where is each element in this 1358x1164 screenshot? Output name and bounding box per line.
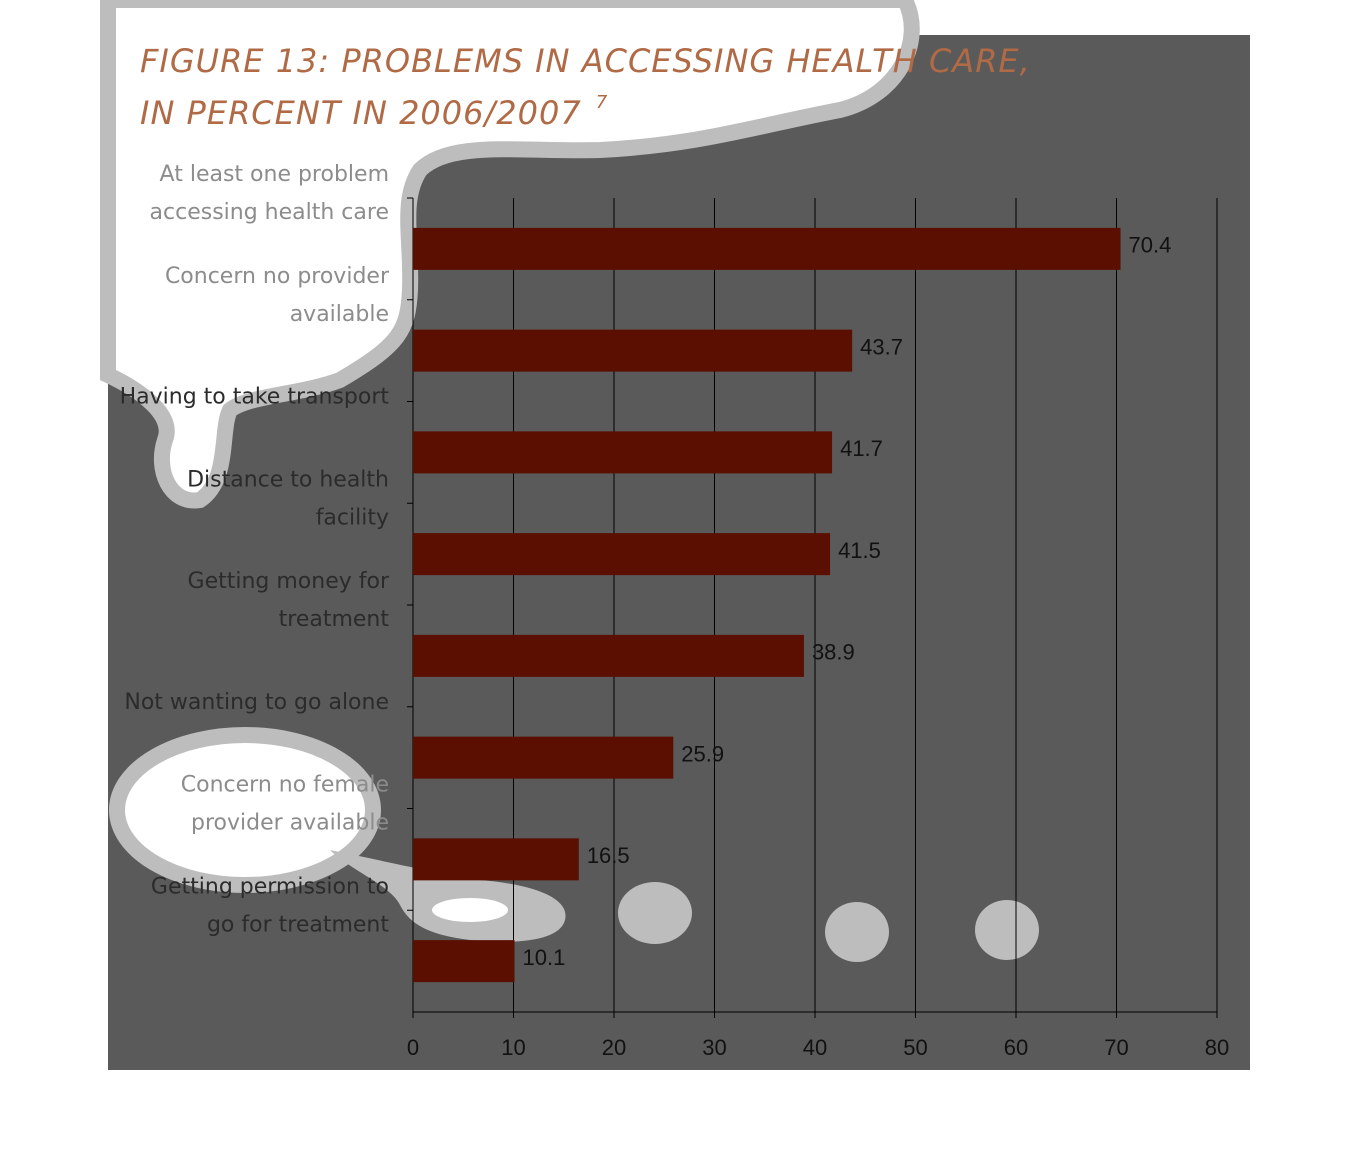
- blob: [100, 0, 920, 509]
- y-tick-label: provider available: [191, 811, 389, 836]
- y-tick-label: go for treatment: [207, 912, 389, 937]
- blob: [432, 898, 508, 922]
- bar: [413, 533, 831, 576]
- x-tick-label: 60: [1004, 1035, 1028, 1060]
- x-tick-label: 10: [501, 1035, 525, 1060]
- x-tick-label: 50: [903, 1035, 927, 1060]
- bar: [413, 227, 1121, 270]
- chart-title: FIGURE 13: PROBLEMS IN ACCESSING HEALTH …: [140, 42, 1031, 80]
- y-tick-label: Distance to health: [187, 467, 389, 492]
- data-label: 41.7: [840, 436, 883, 461]
- y-tick-label: At least one problem: [160, 162, 389, 187]
- footnote: 7: [596, 92, 608, 113]
- x-tick-label: 20: [602, 1035, 626, 1060]
- y-tick-label: facility: [316, 505, 389, 530]
- data-label: 25.9: [681, 741, 724, 766]
- x-tick-label: 40: [803, 1035, 827, 1060]
- y-tick-label: Not wanting to go alone: [124, 690, 389, 715]
- y-tick-label: Having to take transport: [120, 385, 390, 410]
- chart-title: IN PERCENT IN 2006/2007 7: [140, 92, 608, 132]
- data-label: 16.5: [587, 843, 630, 868]
- y-tick-label: available: [290, 302, 389, 327]
- y-tick-label: Getting money for: [188, 569, 390, 594]
- bar: [413, 431, 833, 474]
- chart-title: IN PERCENT IN 2006/2007: [140, 94, 582, 132]
- data-label: 10.1: [523, 945, 566, 970]
- y-tick-label: Concern no female: [181, 773, 389, 798]
- blob: [330, 850, 566, 942]
- blob: [109, 727, 381, 893]
- bar: [413, 329, 853, 372]
- blob: [975, 900, 1039, 960]
- blob: [825, 902, 889, 962]
- bar: [413, 634, 804, 677]
- decoration: [100, 0, 1039, 962]
- bar: [413, 736, 674, 779]
- y-tick-label: Concern no provider: [165, 264, 390, 289]
- blob: [618, 882, 692, 944]
- y-tick-label: accessing health care: [150, 200, 389, 225]
- data-label: 38.9: [812, 640, 855, 665]
- y-tick-label: treatment: [279, 607, 390, 632]
- data-label: 43.7: [860, 334, 903, 359]
- x-tick-label: 70: [1104, 1035, 1128, 1060]
- data-label: 41.5: [838, 538, 881, 563]
- data-label: 70.4: [1129, 233, 1172, 258]
- bar: [413, 838, 579, 881]
- bar: [413, 940, 515, 983]
- x-tick-label: 80: [1205, 1035, 1229, 1060]
- y-tick-label: Getting permission to: [151, 874, 389, 899]
- x-tick-label: 30: [702, 1035, 726, 1060]
- x-tick-label: 0: [407, 1035, 419, 1060]
